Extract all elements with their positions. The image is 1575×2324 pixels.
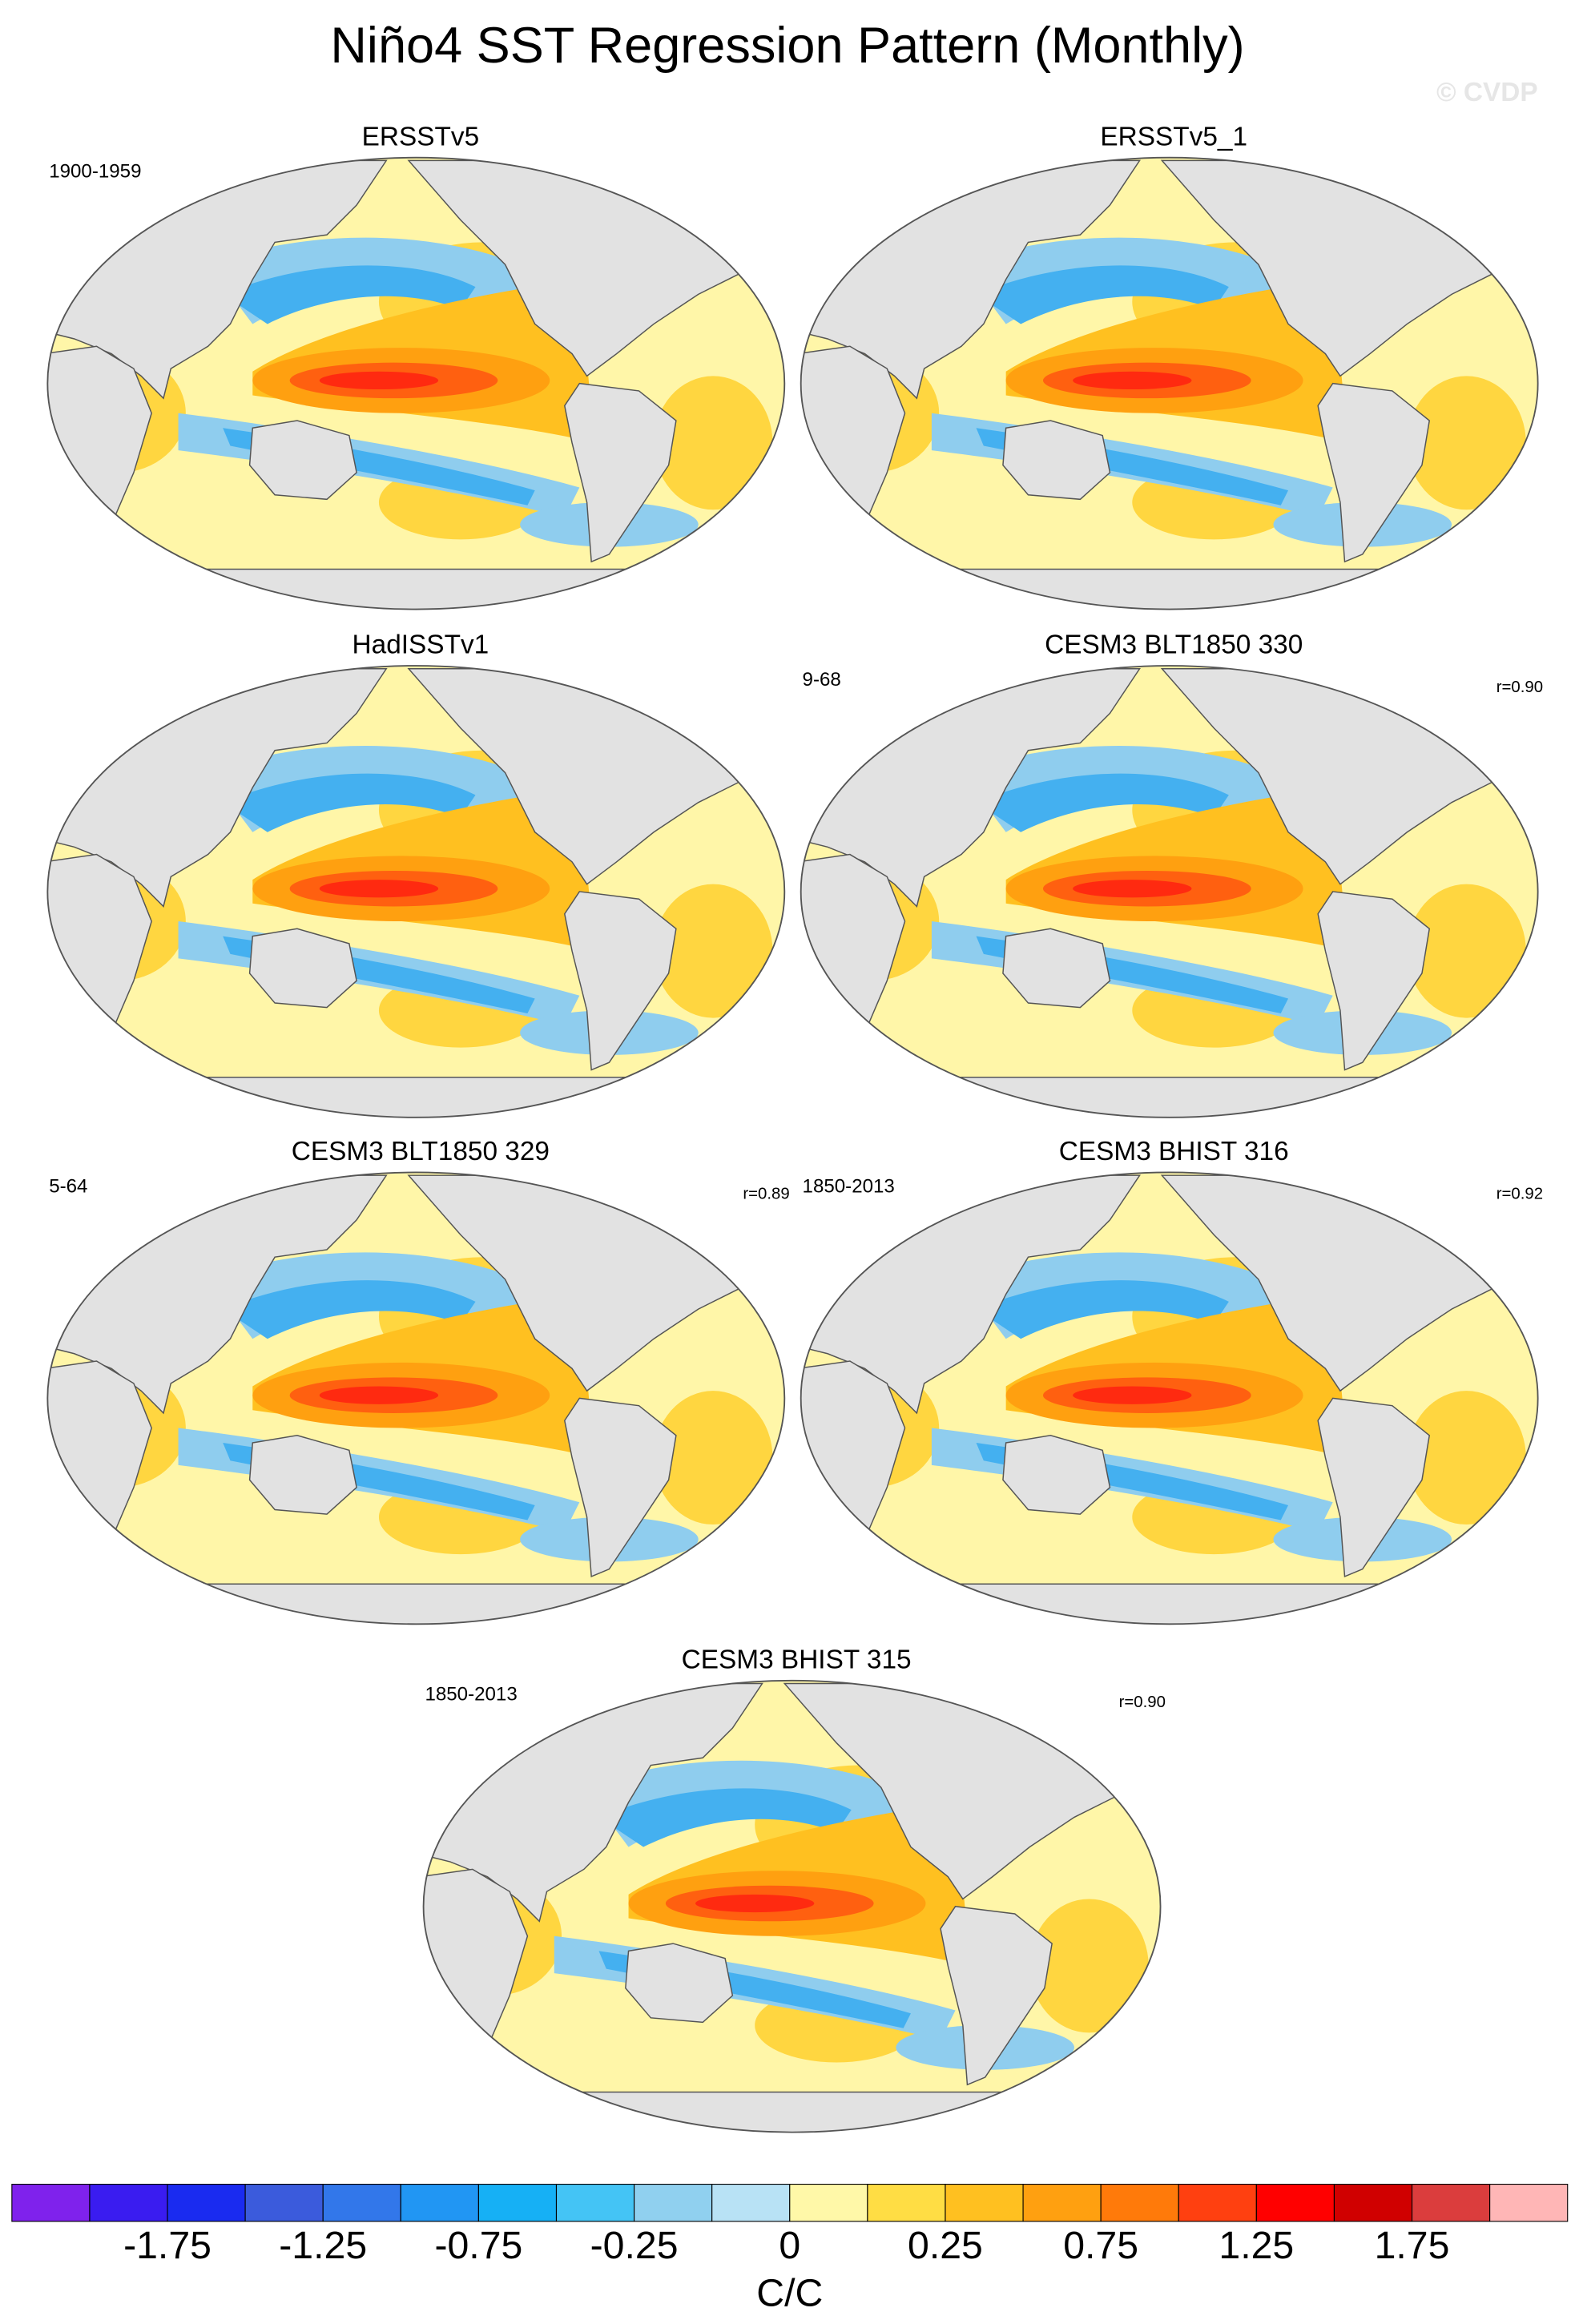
panel-left-label: 9-68	[803, 669, 841, 691]
colorbar-box	[11, 2183, 91, 2222]
map	[421, 1681, 1163, 2137]
panel-left-label: 1850-2013	[425, 1684, 517, 1706]
watermark: © CVDP	[1436, 78, 1538, 107]
panel-title: CESM3 BLT1850 330	[1045, 630, 1303, 660]
panel-title: CESM3 BHIST 316	[1059, 1137, 1289, 1166]
colorbar-box	[1489, 2183, 1569, 2222]
map	[798, 158, 1541, 614]
colorbar-box	[711, 2183, 791, 2222]
colorbar-box	[1255, 2183, 1335, 2222]
colorbar-box	[89, 2183, 168, 2222]
panel-right-label: r=0.90	[1496, 679, 1543, 696]
colorbar-box	[1022, 2183, 1102, 2222]
panel-title: HadISSTv1	[352, 630, 489, 660]
colorbar-box	[1178, 2183, 1257, 2222]
colorbar-box	[945, 2183, 1024, 2222]
panel-title: ERSSTv5_1	[1100, 122, 1247, 151]
map	[798, 1172, 1541, 1628]
colorbar-tick-label: 1.25	[1219, 2224, 1294, 2267]
panel-left-label: 1900-1959	[49, 161, 141, 183]
colorbar-box	[867, 2183, 946, 2222]
colorbar-tick-label: 0.25	[908, 2224, 983, 2267]
panel-title: ERSSTv5	[362, 122, 480, 151]
colorbar-box	[322, 2183, 401, 2222]
colorbar-box	[634, 2183, 713, 2222]
map	[45, 1172, 788, 1628]
colorbar-box	[477, 2183, 558, 2222]
colorbar-box	[167, 2183, 246, 2222]
colorbar-tick-label: 0	[779, 2224, 800, 2267]
map	[45, 158, 788, 614]
panel-right-label: r=0.89	[743, 1186, 789, 1203]
colorbar-tick-label: -1.25	[279, 2224, 367, 2267]
panel-right-label: r=0.92	[1496, 1186, 1543, 1203]
colorbar-tick-label: -0.25	[590, 2224, 679, 2267]
colorbar-box	[789, 2183, 868, 2222]
colorbar-tick-label: -0.75	[434, 2224, 522, 2267]
colorbar-box	[244, 2183, 324, 2222]
panel-title: CESM3 BLT1850 329	[292, 1137, 550, 1166]
panel-left-label: 5-64	[49, 1175, 87, 1197]
colorbar-box	[555, 2183, 635, 2222]
figure-title: Niño4 SST Regression Pattern (Monthly)	[330, 18, 1244, 74]
colorbar-tick-label: -1.75	[123, 2224, 211, 2267]
panel-right-label: r=0.90	[1119, 1694, 1166, 1711]
panel-title: CESM3 BHIST 315	[682, 1645, 912, 1674]
colorbar-box	[1411, 2183, 1491, 2222]
colorbar-box	[400, 2183, 479, 2222]
colorbar-box	[1100, 2183, 1179, 2222]
colorbar-tick-label: 0.75	[1063, 2224, 1138, 2267]
map	[798, 666, 1541, 1122]
map	[45, 666, 788, 1122]
panel-left-label: 1850-2013	[803, 1175, 895, 1197]
colorbar-label: C/C	[756, 2271, 823, 2314]
colorbar-tick-label: 1.75	[1375, 2224, 1450, 2267]
colorbar-box	[1333, 2183, 1413, 2222]
